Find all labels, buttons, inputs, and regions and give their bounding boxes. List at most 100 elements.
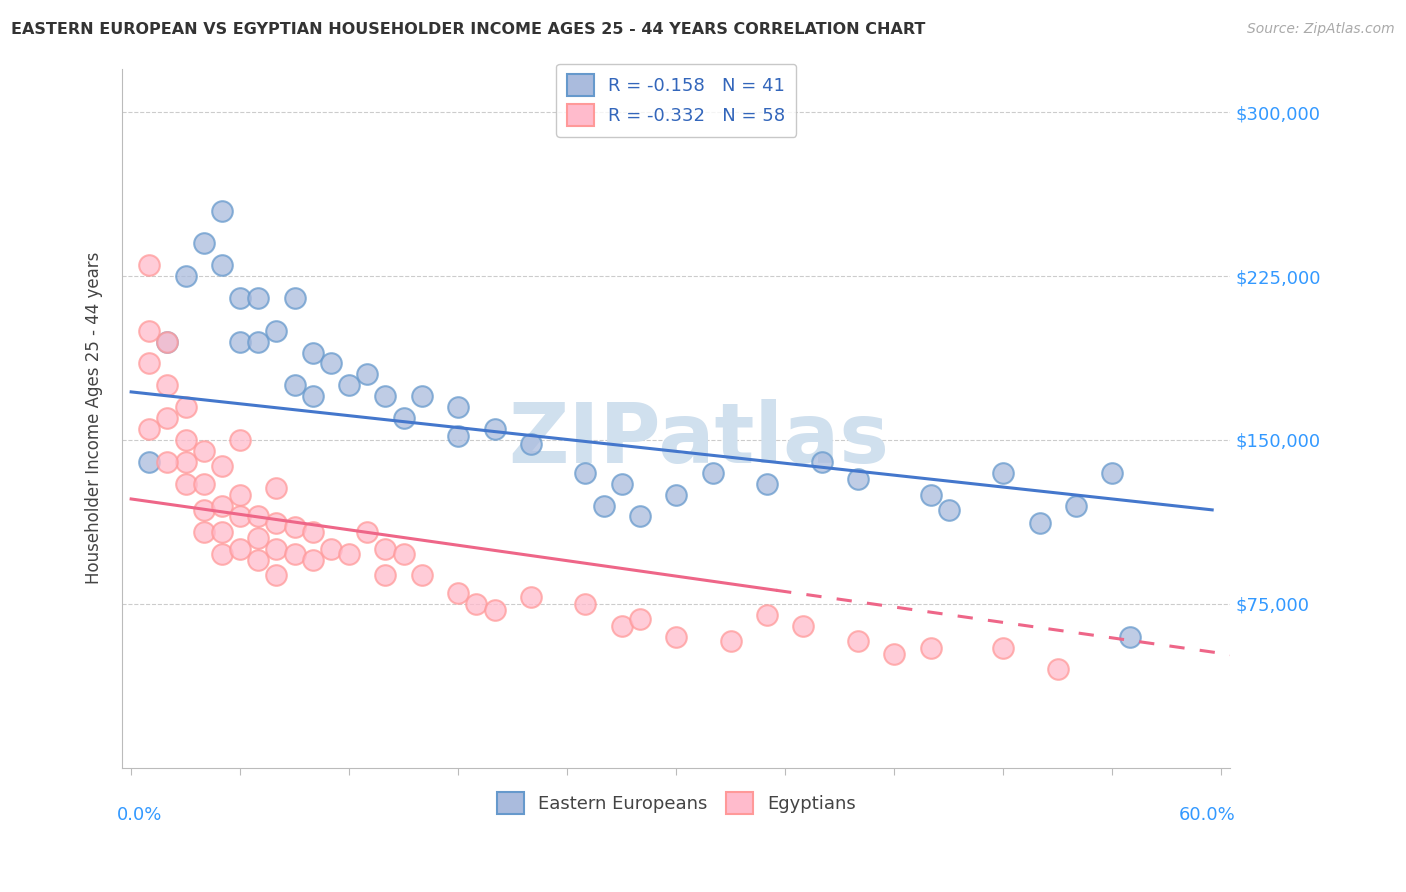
Point <box>266 324 288 338</box>
Point <box>211 499 233 513</box>
Point <box>484 603 506 617</box>
Point <box>229 291 252 305</box>
Point <box>447 428 470 442</box>
Point <box>247 531 270 545</box>
Point <box>211 524 233 539</box>
Point <box>392 547 415 561</box>
Point <box>920 487 942 501</box>
Point <box>229 487 252 501</box>
Point <box>174 455 197 469</box>
Point <box>846 634 869 648</box>
Point <box>319 356 342 370</box>
Point <box>356 524 378 539</box>
Point <box>1064 499 1087 513</box>
Point <box>138 356 160 370</box>
Point <box>266 516 288 530</box>
Point <box>628 612 651 626</box>
Point <box>247 553 270 567</box>
Point <box>156 411 179 425</box>
Point <box>702 466 724 480</box>
Point <box>156 334 179 349</box>
Point <box>156 378 179 392</box>
Point <box>447 400 470 414</box>
Point <box>337 547 360 561</box>
Point <box>266 542 288 557</box>
Point <box>520 437 543 451</box>
Point <box>138 455 160 469</box>
Text: EASTERN EUROPEAN VS EGYPTIAN HOUSEHOLDER INCOME AGES 25 - 44 YEARS CORRELATION C: EASTERN EUROPEAN VS EGYPTIAN HOUSEHOLDER… <box>11 22 925 37</box>
Point <box>411 568 433 582</box>
Point <box>628 509 651 524</box>
Point <box>266 481 288 495</box>
Point <box>266 568 288 582</box>
Point <box>284 378 307 392</box>
Point <box>229 509 252 524</box>
Point <box>301 524 323 539</box>
Point <box>284 291 307 305</box>
Point <box>665 487 688 501</box>
Point <box>174 433 197 447</box>
Point <box>229 542 252 557</box>
Point <box>156 334 179 349</box>
Text: ZIPatlas: ZIPatlas <box>508 399 889 480</box>
Point <box>301 345 323 359</box>
Point <box>1119 630 1142 644</box>
Point <box>211 547 233 561</box>
Point <box>138 258 160 272</box>
Point <box>392 411 415 425</box>
Point <box>211 258 233 272</box>
Point <box>138 422 160 436</box>
Point <box>993 640 1015 655</box>
Point <box>193 476 215 491</box>
Point <box>520 591 543 605</box>
Point <box>193 503 215 517</box>
Point <box>993 466 1015 480</box>
Point <box>720 634 742 648</box>
Point <box>1101 466 1123 480</box>
Point <box>247 334 270 349</box>
Point <box>337 378 360 392</box>
Text: 0.0%: 0.0% <box>117 806 162 824</box>
Point <box>411 389 433 403</box>
Point <box>610 618 633 632</box>
Point <box>193 236 215 251</box>
Point <box>247 291 270 305</box>
Point <box>920 640 942 655</box>
Point <box>284 547 307 561</box>
Point <box>174 476 197 491</box>
Text: 60.0%: 60.0% <box>1180 806 1236 824</box>
Point <box>193 443 215 458</box>
Point <box>284 520 307 534</box>
Point <box>574 466 596 480</box>
Point <box>465 597 488 611</box>
Point <box>574 597 596 611</box>
Point <box>665 630 688 644</box>
Point <box>883 647 905 661</box>
Point <box>356 368 378 382</box>
Point <box>193 524 215 539</box>
Point <box>174 269 197 284</box>
Point <box>938 503 960 517</box>
Point <box>229 433 252 447</box>
Point <box>592 499 614 513</box>
Point <box>138 324 160 338</box>
Point <box>756 607 779 622</box>
Text: Source: ZipAtlas.com: Source: ZipAtlas.com <box>1247 22 1395 37</box>
Point <box>374 542 396 557</box>
Y-axis label: Householder Income Ages 25 - 44 years: Householder Income Ages 25 - 44 years <box>86 252 103 584</box>
Point <box>374 389 396 403</box>
Point <box>156 455 179 469</box>
Point <box>229 334 252 349</box>
Point <box>484 422 506 436</box>
Point <box>301 389 323 403</box>
Point <box>447 586 470 600</box>
Point <box>792 618 814 632</box>
Point <box>1028 516 1050 530</box>
Legend: Eastern Europeans, Egyptians: Eastern Europeans, Egyptians <box>489 785 863 822</box>
Point <box>846 472 869 486</box>
Point <box>810 455 832 469</box>
Point <box>756 476 779 491</box>
Point <box>247 509 270 524</box>
Point <box>319 542 342 557</box>
Point <box>374 568 396 582</box>
